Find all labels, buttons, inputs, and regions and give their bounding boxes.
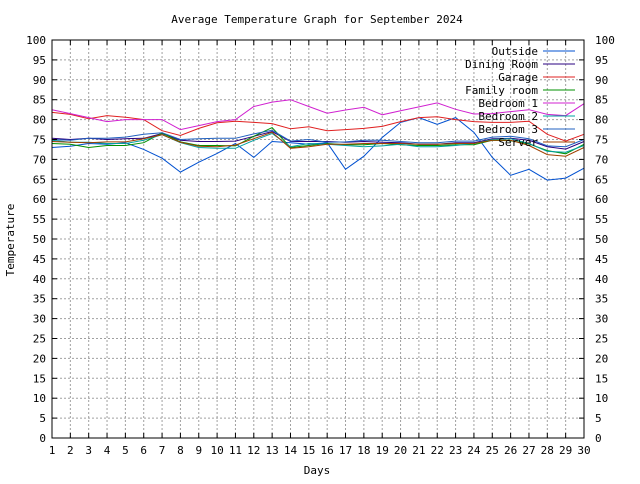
x-tick-label: 12	[247, 444, 260, 457]
y-tick-label-right: 40	[595, 273, 608, 286]
x-tick-label: 21	[412, 444, 425, 457]
y-tick-label-right: 5	[595, 412, 602, 425]
legend-label: Garage	[498, 71, 538, 84]
y-tick-label-left: 35	[33, 293, 46, 306]
x-tick-label: 14	[284, 444, 298, 457]
chart-title: Average Temperature Graph for September …	[171, 13, 463, 26]
y-tick-label-right: 75	[595, 134, 608, 147]
legend-label: Family room	[465, 84, 538, 97]
y-tick-label-right: 10	[595, 392, 608, 405]
x-tick-label: 28	[541, 444, 554, 457]
x-tick-label: 22	[431, 444, 444, 457]
legend-label: Server	[498, 136, 538, 149]
x-tick-label: 10	[210, 444, 223, 457]
x-tick-label: 6	[140, 444, 147, 457]
x-tick-label: 23	[449, 444, 462, 457]
y-tick-label-right: 65	[595, 173, 608, 186]
series-line-bedroom-1	[51, 99, 585, 131]
y-tick-label-right: 90	[595, 74, 608, 87]
y-tick-label-left: 45	[33, 253, 46, 266]
x-tick-label: 13	[266, 444, 279, 457]
y-tick-label-left: 70	[33, 153, 46, 166]
y-tick-label-left: 60	[33, 193, 46, 206]
y-tick-label-left: 5	[39, 412, 46, 425]
y-tick-label-right: 50	[595, 233, 608, 246]
series-layer	[51, 99, 585, 181]
y-tick-label-left: 65	[33, 173, 46, 186]
legend-label: Bedroom 2	[478, 110, 538, 123]
y-tick-label-right: 25	[595, 333, 608, 346]
y-tick-label-left: 50	[33, 233, 46, 246]
x-tick-label: 30	[577, 444, 590, 457]
y-tick-label-right: 95	[595, 54, 608, 67]
y-tick-label-left: 15	[33, 372, 46, 385]
x-tick-label: 29	[559, 444, 572, 457]
legend-label: Bedroom 1	[478, 97, 538, 110]
y-tick-label-left: 95	[33, 54, 46, 67]
y-tick-label-right: 60	[595, 193, 608, 206]
x-tick-label: 7	[159, 444, 166, 457]
series-line-bedroom-3	[51, 129, 585, 148]
y-tick-label-left: 100	[26, 34, 46, 47]
x-tick-label: 20	[394, 444, 407, 457]
y-tick-label-right: 70	[595, 153, 608, 166]
y-tick-label-right: 85	[595, 94, 608, 107]
y-tick-label-right: 35	[595, 293, 608, 306]
x-axis-label: Days	[304, 464, 331, 477]
y-tick-label-right: 55	[595, 213, 608, 226]
y-tick-label-left: 55	[33, 213, 46, 226]
x-tick-label: 15	[302, 444, 315, 457]
y-tick-label-right: 20	[595, 352, 608, 365]
y-tick-label-left: 40	[33, 273, 46, 286]
x-tick-label: 27	[522, 444, 535, 457]
x-tick-label: 24	[467, 444, 481, 457]
y-tick-label-right: 80	[595, 114, 608, 127]
y-tick-label-left: 80	[33, 114, 46, 127]
y-tick-label-left: 20	[33, 352, 46, 365]
y-tick-label-right: 45	[595, 253, 608, 266]
x-tick-label: 11	[229, 444, 242, 457]
y-tick-label-left: 10	[33, 392, 46, 405]
x-tick-label: 1	[49, 444, 56, 457]
x-tick-label: 9	[195, 444, 202, 457]
x-tick-label: 18	[357, 444, 370, 457]
series-line-bedroom-2	[51, 132, 585, 153]
x-tick-label: 25	[486, 444, 499, 457]
series-line-dining-room	[51, 130, 585, 150]
y-axis-label: Temperature	[4, 204, 17, 277]
x-tick-label: 16	[321, 444, 334, 457]
y-tick-label-left: 25	[33, 333, 46, 346]
x-tick-label: 19	[376, 444, 389, 457]
x-tick-label: 4	[104, 444, 111, 457]
legend-label: Bedroom 3	[478, 123, 538, 136]
series-line-server	[51, 131, 585, 157]
y-tick-label-right: 0	[595, 432, 602, 445]
y-tick-label-left: 0	[39, 432, 46, 445]
y-tick-label-left: 90	[33, 74, 46, 87]
legend-label: Outside	[492, 45, 538, 58]
x-tick-label: 26	[504, 444, 517, 457]
tick-layer: 1 2 3 4 5 6 7 8 9 10 11 12 13 14 15 16 17 18 19 20 21 22 23 24 2…	[26, 34, 615, 457]
x-tick-label: 2	[67, 444, 74, 457]
y-tick-label-right: 100	[595, 34, 615, 47]
y-tick-label-left: 85	[33, 94, 46, 107]
x-tick-label: 8	[177, 444, 184, 457]
y-tick-label-right: 30	[595, 313, 608, 326]
y-tick-label-right: 15	[595, 372, 608, 385]
y-tick-label-left: 30	[33, 313, 46, 326]
x-tick-label: 5	[122, 444, 129, 457]
legend-label: Dining Room	[465, 58, 538, 71]
y-tick-label-left: 75	[33, 134, 46, 147]
x-tick-label: 3	[85, 444, 92, 457]
x-tick-label: 17	[339, 444, 352, 457]
